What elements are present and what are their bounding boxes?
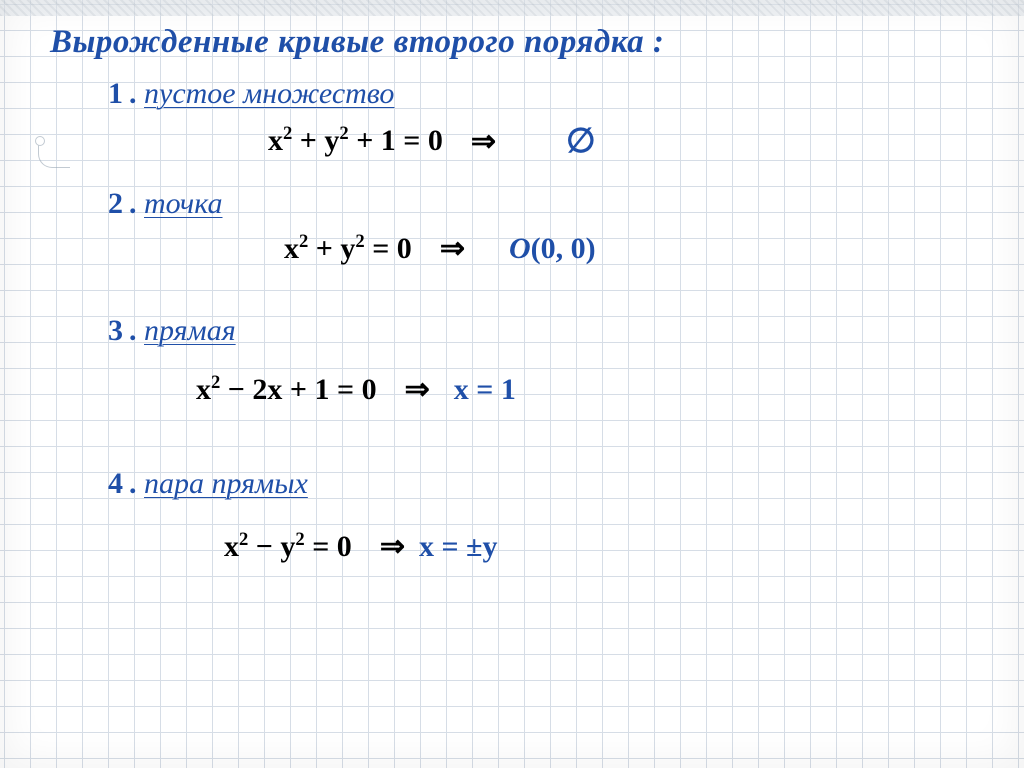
item-number: 2 bbox=[108, 187, 123, 220]
implies-icon: ⇒ bbox=[471, 124, 496, 159]
equation-row: x2 + y2 = 0 ⇒ O(0, 0) bbox=[284, 231, 1024, 266]
implies-icon: ⇒ bbox=[380, 529, 405, 564]
result: O(0, 0) bbox=[509, 232, 596, 266]
item-number: 3 bbox=[108, 314, 123, 347]
result: ∅ bbox=[566, 121, 596, 161]
page-title: Вырожденные кривые второго порядка : bbox=[50, 24, 1024, 61]
slide-content: Вырожденные кривые второго порядка : 1. … bbox=[0, 0, 1024, 768]
item-label: прямая bbox=[144, 314, 236, 347]
item-heading: 2. точка bbox=[108, 187, 1024, 221]
list-item: 1. пустое множество x2 + y2 + 1 = 0 ⇒ ∅ bbox=[0, 77, 1024, 161]
list-item: 2. точка x2 + y2 = 0 ⇒ O(0, 0) bbox=[0, 187, 1024, 266]
item-number: 4 bbox=[108, 467, 123, 500]
equation: x2 − y2 = 0 bbox=[224, 530, 352, 564]
result: x = 1 bbox=[454, 373, 516, 407]
list-item: 3. прямая x2 − 2x + 1 = 0 ⇒ x = 1 bbox=[0, 314, 1024, 407]
list-item: 4. пара прямых x2 − y2 = 0 ⇒ x = ±y bbox=[0, 467, 1024, 564]
implies-icon: ⇒ bbox=[440, 231, 465, 266]
implies-icon: ⇒ bbox=[405, 372, 430, 407]
equation-row: x2 + y2 + 1 = 0 ⇒ ∅ bbox=[268, 121, 1024, 161]
equation: x2 + y2 = 0 bbox=[284, 232, 412, 266]
equation: x2 + y2 + 1 = 0 bbox=[268, 124, 443, 158]
equation: x2 − 2x + 1 = 0 bbox=[196, 373, 377, 407]
item-label: точка bbox=[144, 187, 223, 220]
item-heading: 3. прямая bbox=[108, 314, 1024, 348]
item-number: 1 bbox=[108, 77, 123, 110]
item-heading: 4. пара прямых bbox=[108, 467, 1024, 501]
item-label: пустое множество bbox=[144, 77, 394, 110]
item-label: пара прямых bbox=[144, 467, 308, 500]
item-heading: 1. пустое множество bbox=[108, 77, 1024, 111]
equation-row: x2 − 2x + 1 = 0 ⇒ x = 1 bbox=[196, 372, 1024, 407]
equation-row: x2 − y2 = 0 ⇒ x = ±y bbox=[224, 529, 1024, 564]
result: x = ±y bbox=[419, 530, 498, 564]
